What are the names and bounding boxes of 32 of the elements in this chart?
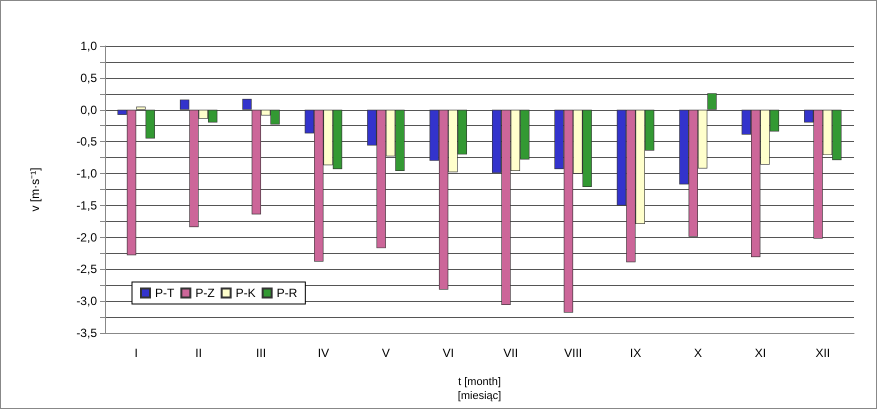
x-tick-label: V bbox=[382, 346, 390, 360]
y-tick-label: 0,5 bbox=[80, 70, 98, 85]
y-tick-label: 1,0 bbox=[80, 39, 98, 53]
bar bbox=[707, 93, 717, 110]
legend-label: P-R bbox=[276, 286, 298, 300]
legend-label: P-Z bbox=[195, 286, 215, 300]
x-tick-label: XI bbox=[754, 346, 766, 360]
y-tick-label: -3,0 bbox=[76, 294, 98, 308]
y-tick-label: -3,5 bbox=[76, 326, 98, 340]
bar bbox=[146, 110, 155, 138]
x-tick-label: VIII bbox=[564, 346, 582, 360]
y-tick-label: -2,5 bbox=[76, 262, 98, 276]
x-tick-label: I bbox=[134, 346, 138, 360]
y-tick-label: 0,0 bbox=[80, 102, 98, 117]
y-tick-label: -2,0 bbox=[76, 230, 98, 244]
y-axis-title: v [m·s⁻¹] bbox=[28, 168, 42, 212]
x-tick-label: X bbox=[694, 346, 702, 360]
y-tick-label: -1,5 bbox=[76, 198, 98, 212]
x-tick-label: III bbox=[256, 346, 266, 360]
x-axis-title: t [month] [miesiąc] bbox=[458, 376, 502, 402]
x-tick-label: VI bbox=[442, 346, 454, 360]
x-tick-label: IV bbox=[318, 346, 330, 360]
x-tick-label: II bbox=[195, 346, 202, 360]
y-tick-label: -1,0 bbox=[76, 166, 98, 181]
legend-label: P-T bbox=[155, 286, 175, 300]
bar bbox=[242, 98, 252, 110]
x-tick-label: VII bbox=[503, 346, 518, 360]
x-tick-label: XII bbox=[815, 346, 830, 360]
legend-label: P-K bbox=[236, 286, 256, 300]
bar bbox=[136, 106, 146, 110]
y-tick-label: -0,5 bbox=[76, 134, 98, 149]
x-tick-label: IX bbox=[630, 346, 642, 360]
